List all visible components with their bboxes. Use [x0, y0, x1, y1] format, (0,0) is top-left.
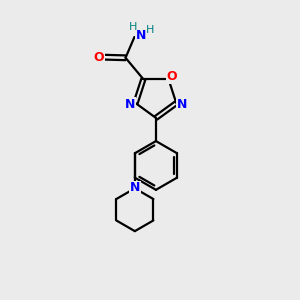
Text: H: H: [129, 22, 137, 32]
Text: N: N: [136, 29, 146, 42]
Text: O: O: [94, 51, 104, 64]
Text: N: N: [125, 98, 135, 111]
Text: N: N: [176, 98, 187, 111]
Text: O: O: [166, 70, 177, 83]
Text: N: N: [130, 181, 140, 194]
Text: H: H: [146, 26, 154, 35]
